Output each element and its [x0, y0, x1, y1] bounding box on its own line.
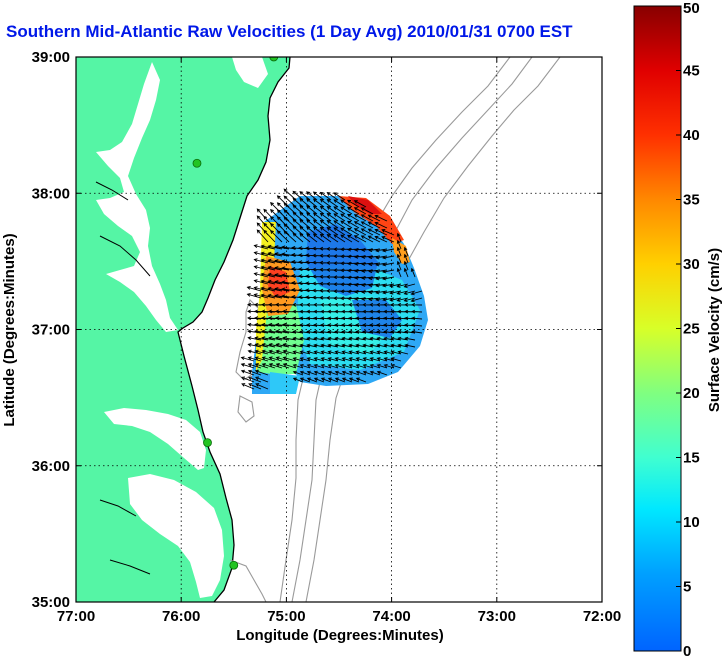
station-marker	[192, 158, 202, 168]
chesapeake-bay	[96, 62, 178, 332]
station-markers	[192, 57, 279, 570]
y-tick-label: 38:00	[32, 185, 70, 202]
map-title: Southern Mid-Atlantic Raw Velocities (1 …	[6, 22, 573, 41]
y-tick-label: 35:00	[32, 594, 70, 611]
velocity-patch-south	[270, 372, 300, 394]
delaware-bay	[232, 57, 268, 88]
x-tick-label: 77:00	[57, 608, 95, 625]
x-tick-label: 74:00	[372, 608, 410, 625]
y-tick-label: 39:00	[32, 49, 70, 66]
colorbar-tick-label: 30	[683, 256, 700, 273]
station-marker	[229, 560, 239, 570]
y-axis-ticks: 35:00 36:00 37:00 38:00 39:00	[32, 49, 602, 611]
station-marker	[203, 438, 212, 447]
colorbar-tick-label: 25	[683, 321, 700, 338]
coastline	[177, 57, 291, 602]
colorbar-tick-label: 40	[683, 127, 700, 144]
x-tick-label: 75:00	[267, 608, 305, 625]
velocity-arrows	[240, 188, 423, 390]
x-axis-ticks: 77:00 76:00 75:00 74:00 73:00 72:00	[57, 57, 621, 625]
y-tick-label: 36:00	[32, 458, 70, 475]
colorbar-tick-label: 10	[683, 514, 700, 531]
river-outline	[95, 181, 151, 575]
velocity-field	[240, 188, 428, 394]
map-grid	[76, 57, 602, 602]
colorbar-tick-label: 0	[683, 643, 691, 659]
y-axis-label: Latitude (Degrees:Minutes)	[1, 233, 18, 426]
colorbar-tick-label: 35	[683, 192, 700, 209]
colorbar-tick-label: 50	[683, 0, 700, 17]
colorbar-tick-label: 5	[683, 579, 691, 596]
velocity-arrow-vectors	[240, 188, 423, 390]
y-tick-label: 37:00	[32, 322, 70, 339]
colorbar-tick-label: 20	[683, 385, 700, 402]
colorbar-ticks: 0 5 10 15 20 25 30 35 40 45 50	[676, 0, 700, 659]
colorbar-tick-label: 15	[683, 450, 700, 467]
x-tick-label: 76:00	[162, 608, 200, 625]
colorbar	[633, 5, 682, 652]
colorbar-tick-label: 45	[683, 63, 700, 80]
colorbar-label: Surface Velocity (cm/s)	[706, 248, 723, 412]
albemarle-sound	[104, 408, 206, 470]
pamlico-sound	[128, 474, 224, 598]
x-axis-label: Longitude (Degrees:Minutes)	[236, 627, 444, 644]
x-tick-label: 72:00	[583, 608, 621, 625]
x-tick-label: 73:00	[478, 608, 516, 625]
station-marker	[269, 57, 279, 62]
